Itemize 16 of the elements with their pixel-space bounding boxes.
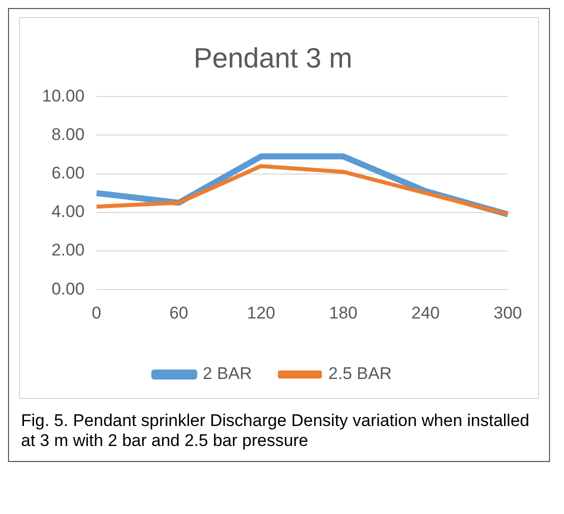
x-tick-label: 240 <box>411 303 440 322</box>
chart-title: Pendant 3 m <box>194 42 352 74</box>
x-tick-label: 0 <box>92 303 102 322</box>
x-tick-label: 120 <box>246 303 276 322</box>
y-tick-label: 10.00 <box>42 86 85 106</box>
caption: Fig. 5. Pendant sprinkler Discharge Density variation when installed at 3 m with 2 bar and 2.5 bar pressure <box>20 410 530 452</box>
x-tick-label: 180 <box>329 303 358 322</box>
y-tick-label: 8.00 <box>51 124 85 144</box>
y-tick-label: 2.00 <box>51 240 85 260</box>
y-tick-label: 0.00 <box>51 279 85 298</box>
legend-label: 2.5 BAR <box>328 364 392 384</box>
x-tick-label: 300 <box>494 303 522 322</box>
x-tick-label: 60 <box>169 303 188 322</box>
legend-label: 2 BAR <box>202 364 252 384</box>
y-tick-label: 6.00 <box>51 163 85 182</box>
y-tick-label: 4.00 <box>51 202 85 222</box>
